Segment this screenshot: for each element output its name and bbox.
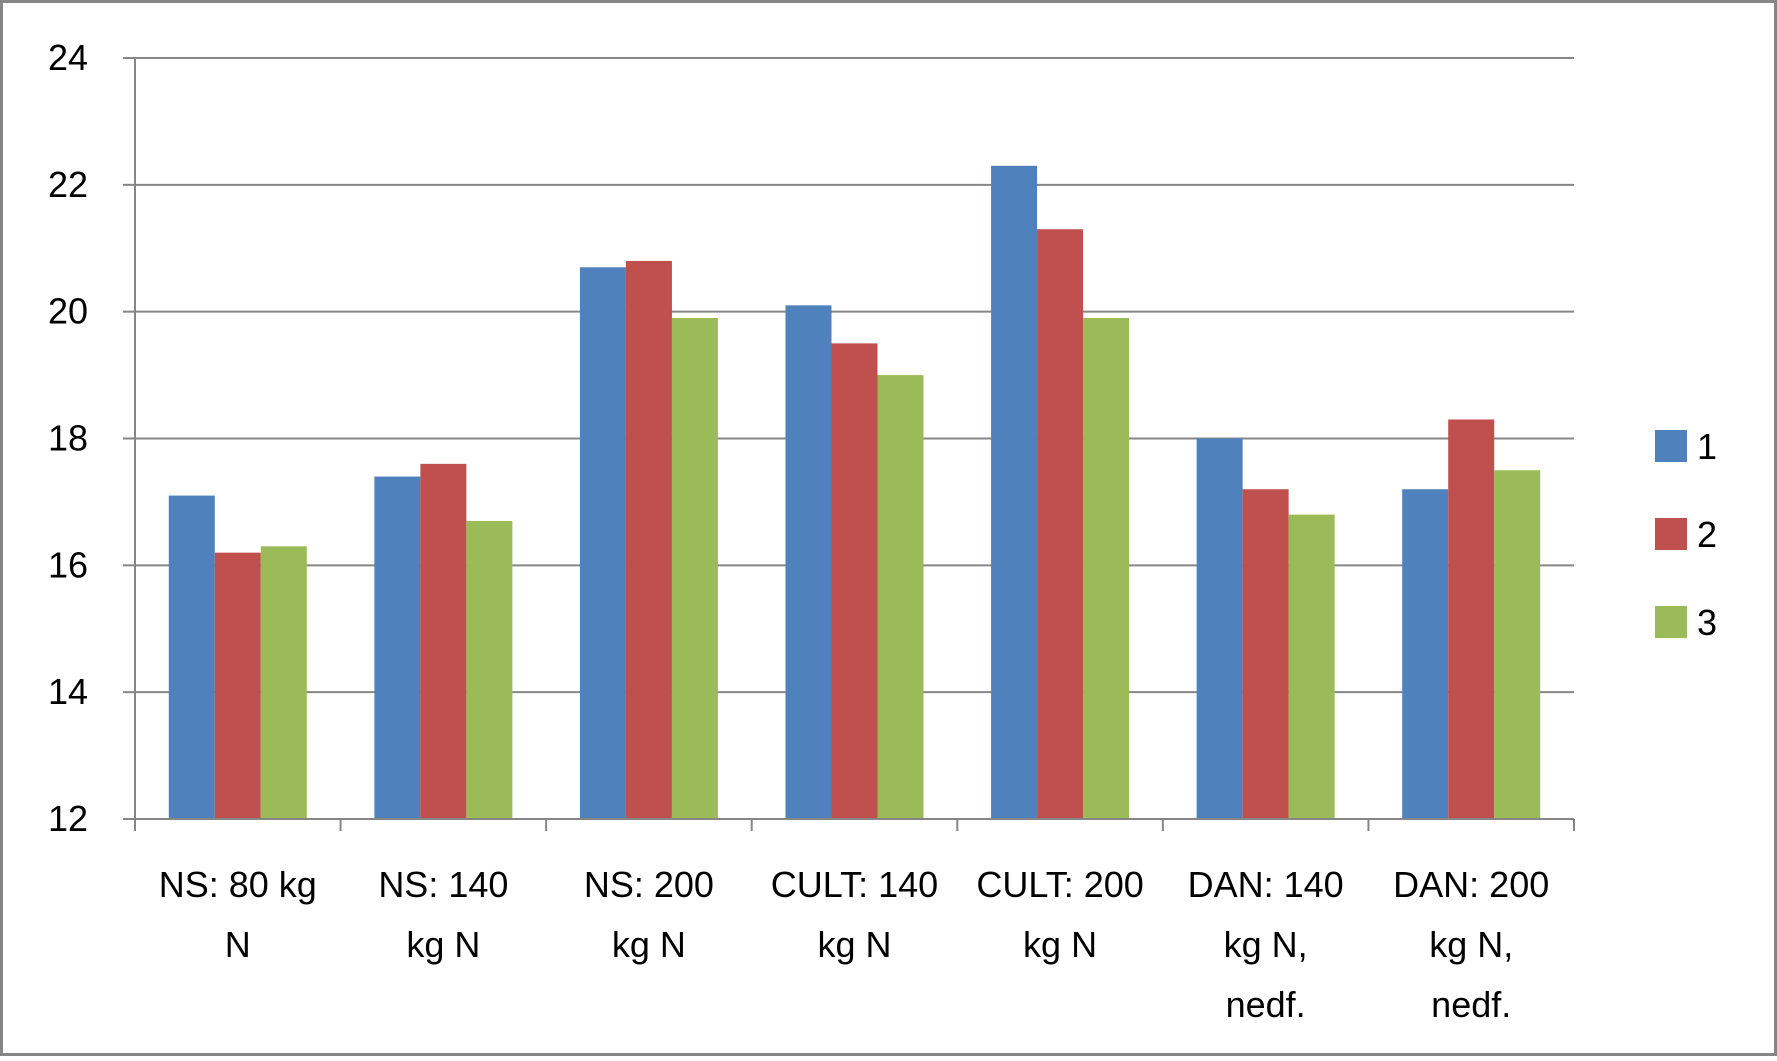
- x-category-label: NS: 80 kg: [159, 864, 317, 905]
- x-category-label: kg N: [612, 924, 686, 965]
- y-axis-tick-labels: 12 14 16 18 20 22 24: [48, 37, 88, 839]
- x-category-label: CULT: 200: [976, 864, 1143, 905]
- x-category-label: kg N: [817, 924, 891, 965]
- legend-swatch-3: [1655, 606, 1687, 638]
- bar-series-3-1: [466, 520, 513, 819]
- bar-series-3-3: [877, 375, 924, 819]
- y-tick-label: 22: [48, 164, 88, 205]
- y-tick-label: 12: [48, 798, 88, 839]
- bar-series-1-4: [991, 165, 1038, 819]
- y-tick-label: 20: [48, 291, 88, 332]
- bar-series-2-6: [1448, 419, 1495, 819]
- bar-series-1-0: [168, 495, 215, 819]
- bar-series-2-2: [625, 260, 672, 819]
- bar-series-2-4: [1037, 229, 1084, 820]
- x-category-label: kg N: [1023, 924, 1097, 965]
- y-tick-label: 18: [48, 418, 88, 459]
- bar-series-3-6: [1494, 470, 1541, 819]
- x-category-label: N: [225, 924, 251, 965]
- bar-series-3-2: [671, 318, 718, 819]
- x-category-label: kg N: [406, 924, 480, 965]
- bar-series-2-5: [1242, 489, 1289, 819]
- legend-label-3: 3: [1697, 602, 1717, 643]
- bar-series-3-0: [260, 546, 307, 819]
- y-tick-label: 24: [48, 37, 88, 78]
- legend-label-2: 2: [1697, 514, 1717, 555]
- x-category-label: CULT: 140: [771, 864, 938, 905]
- x-category-label: DAN: 200: [1393, 864, 1549, 905]
- bar-series-1-1: [374, 476, 421, 819]
- axes: [123, 57, 1575, 831]
- bar-series-2-3: [831, 343, 878, 819]
- x-category-label: DAN: 140: [1188, 864, 1344, 905]
- x-category-label: kg N,: [1224, 924, 1308, 965]
- bar-series-3-4: [1083, 318, 1130, 819]
- bar-series-1-6: [1402, 489, 1449, 819]
- bar-series-1-5: [1196, 438, 1243, 819]
- legend-swatch-2: [1655, 518, 1687, 550]
- y-tick-label: 16: [48, 544, 88, 585]
- x-category-label: NS: 140: [378, 864, 508, 905]
- bar-series-2-0: [214, 552, 261, 819]
- x-axis-category-labels: NS: 80 kg N NS: 140 kg N NS: 200 kg N CULT: 14…: [159, 864, 1550, 1025]
- y-tick-label: 14: [48, 671, 88, 712]
- bar-series-2-1: [420, 463, 467, 819]
- x-category-label: nedf.: [1226, 984, 1306, 1025]
- bar-series-1-3: [785, 305, 832, 819]
- bar-series-1-2: [579, 267, 626, 819]
- x-category-label: kg N,: [1429, 924, 1513, 965]
- x-category-label: NS: 200: [584, 864, 714, 905]
- bar-series-3-5: [1288, 514, 1335, 819]
- legend: 1 2 3: [1655, 426, 1717, 643]
- legend-swatch-1: [1655, 430, 1687, 462]
- legend-label-1: 1: [1697, 426, 1717, 467]
- x-category-label: nedf.: [1431, 984, 1511, 1025]
- bars: [168, 165, 1541, 820]
